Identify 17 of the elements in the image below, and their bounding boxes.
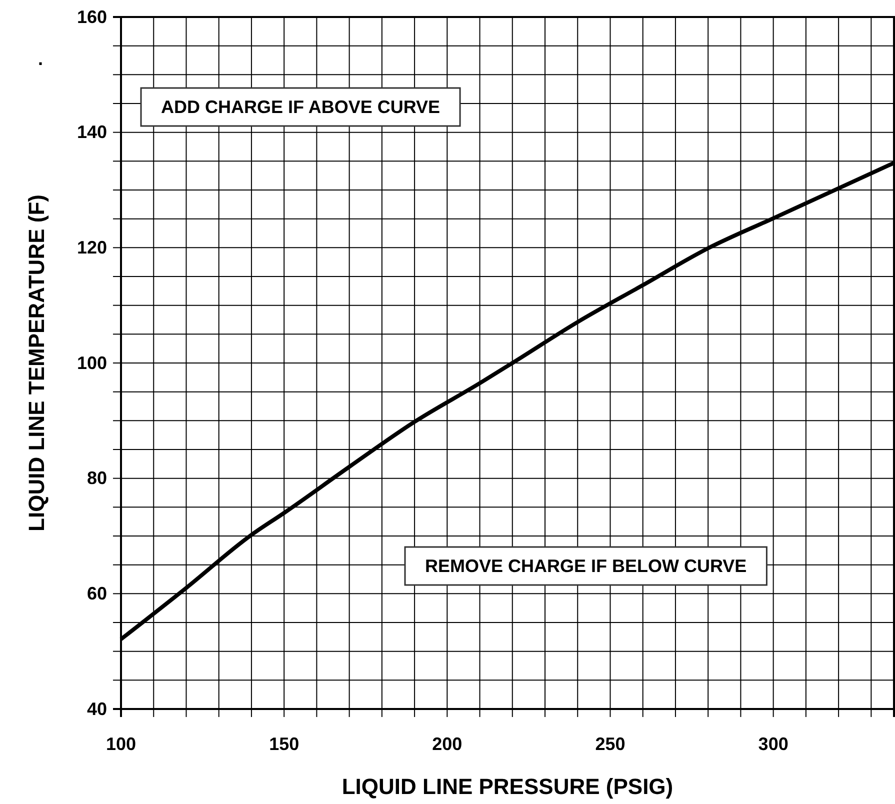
x-axis-title: LIQUID LINE PRESSURE (PSIG): [342, 774, 674, 799]
y-tick-label: 140: [76, 122, 107, 142]
y-tick-label: 160: [76, 6, 107, 27]
y-tick-label: 40: [86, 698, 107, 719]
text: .: [38, 49, 44, 69]
x-tick-label: 200: [432, 734, 462, 754]
annotation: ADD CHARGE IF ABOVE CURVE: [161, 97, 440, 117]
x-tick-label: 150: [269, 734, 300, 754]
y-tick-label: 80: [86, 468, 107, 488]
y-tick-label: 120: [76, 237, 107, 258]
y-tick-label: 60: [86, 583, 107, 604]
annotation: REMOVE CHARGE IF BELOW CURVE: [425, 556, 747, 576]
x-tick-label: 300: [758, 734, 788, 754]
y-tick-label: 100: [76, 352, 107, 373]
y-axis-title: LIQUID LINE TEMPERATURE (F): [24, 194, 49, 532]
x-tick-label: 250: [595, 734, 626, 754]
x-tick-label: 100: [106, 734, 136, 754]
